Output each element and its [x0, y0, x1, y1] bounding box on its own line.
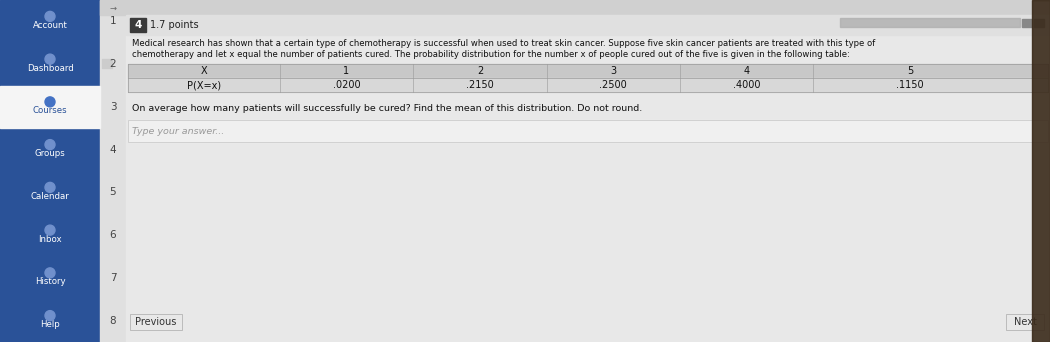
Bar [102, 59, 112, 68]
Text: 2: 2 [477, 66, 483, 76]
Bar [128, 64, 1048, 78]
Circle shape [45, 225, 55, 235]
Bar [128, 78, 1048, 92]
Text: Type your answer...: Type your answer... [132, 127, 225, 135]
Text: History: History [35, 277, 65, 286]
Text: .4000: .4000 [733, 80, 760, 90]
Bar [1032, 0, 1050, 342]
Text: 3: 3 [109, 102, 117, 112]
Text: Inbox: Inbox [38, 235, 62, 244]
Bar [1006, 314, 1044, 330]
Bar [130, 314, 182, 330]
Text: 4: 4 [109, 145, 117, 155]
Circle shape [45, 54, 55, 64]
Bar [840, 18, 1020, 27]
Text: 1.7 points: 1.7 points [150, 20, 198, 30]
Text: 4: 4 [134, 20, 142, 30]
Text: Next: Next [1013, 317, 1036, 327]
Bar [130, 314, 182, 330]
Text: .2500: .2500 [600, 80, 627, 90]
Text: Account: Account [33, 21, 67, 30]
Text: .1150: .1150 [897, 80, 924, 90]
Bar [0, 86, 100, 128]
Circle shape [45, 140, 55, 150]
Text: Medical research has shown that a certain type of chemotherapy is successful whe: Medical research has shown that a certai… [132, 39, 876, 48]
Bar [100, 0, 1050, 15]
Text: 5: 5 [109, 187, 117, 197]
Bar [128, 120, 1048, 142]
Text: 5: 5 [907, 66, 914, 76]
Text: Help: Help [40, 320, 60, 329]
Bar [1006, 314, 1044, 330]
Bar [126, 15, 1050, 342]
Bar [128, 120, 1048, 142]
Text: P(X=x): P(X=x) [187, 80, 220, 90]
Circle shape [45, 268, 55, 278]
Text: 1: 1 [109, 16, 117, 26]
Bar [126, 15, 1050, 35]
Text: Dashboard: Dashboard [26, 64, 74, 73]
Text: 8: 8 [109, 316, 117, 326]
Circle shape [45, 182, 55, 192]
Bar [1034, 19, 1044, 27]
Text: 1: 1 [343, 66, 350, 76]
Bar [0, 0, 100, 342]
Text: X: X [201, 66, 207, 76]
Bar [130, 18, 146, 32]
Text: 2: 2 [109, 59, 117, 69]
Text: 4: 4 [743, 66, 750, 76]
Text: Calendar: Calendar [30, 192, 69, 201]
Text: .0200: .0200 [333, 80, 360, 90]
Circle shape [45, 311, 55, 321]
Text: chemotherapy and let x equal the number of patients cured. The probability distr: chemotherapy and let x equal the number … [132, 50, 849, 59]
Text: 3: 3 [610, 66, 616, 76]
Circle shape [45, 11, 55, 21]
Text: →: → [109, 4, 117, 13]
Text: On average how many patients will successfully be cured? Find the mean of this d: On average how many patients will succes… [132, 104, 643, 113]
Bar [100, 0, 126, 342]
Text: Groups: Groups [35, 149, 65, 158]
Text: Previous: Previous [135, 317, 176, 327]
Text: 6: 6 [109, 230, 117, 240]
Text: Courses: Courses [33, 106, 67, 115]
Bar [1022, 19, 1032, 27]
Text: .2150: .2150 [466, 80, 493, 90]
Text: 7: 7 [109, 273, 117, 283]
Circle shape [45, 97, 55, 107]
